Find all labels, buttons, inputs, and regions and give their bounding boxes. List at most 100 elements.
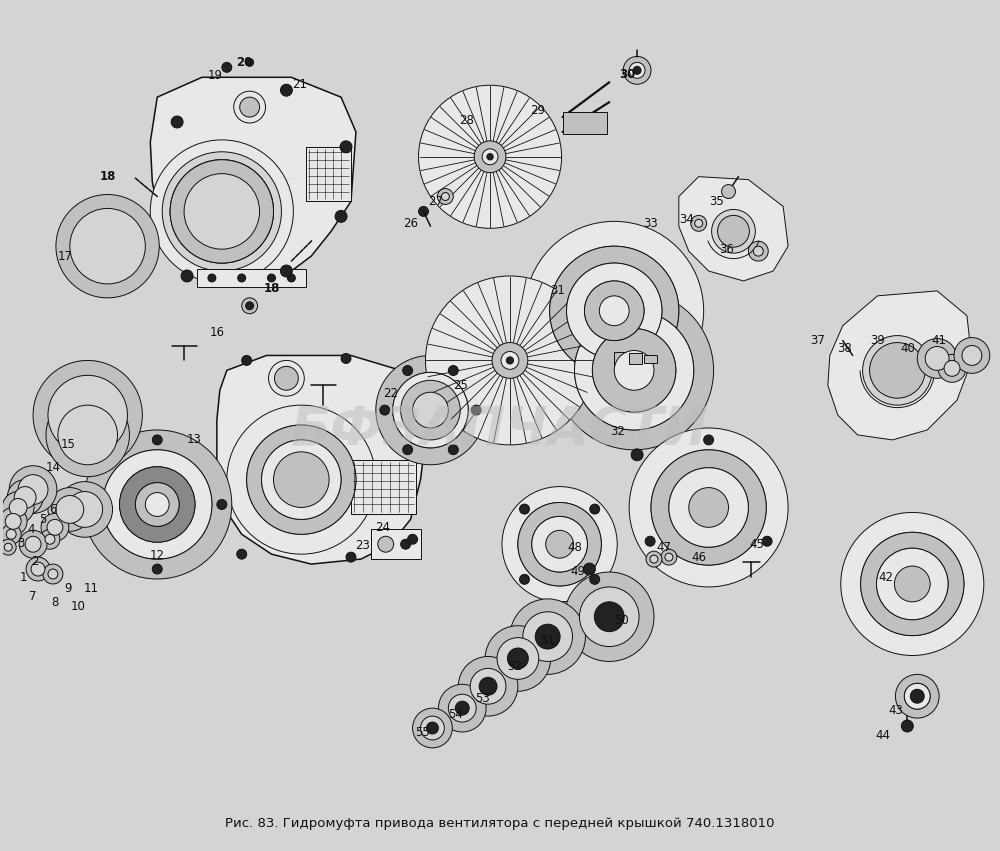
Text: 41: 41 — [932, 334, 947, 347]
Text: 16: 16 — [209, 326, 224, 339]
Circle shape — [501, 351, 519, 369]
Circle shape — [31, 563, 45, 576]
Circle shape — [421, 716, 444, 740]
Text: 45: 45 — [749, 538, 764, 551]
Circle shape — [455, 701, 469, 715]
Circle shape — [633, 66, 641, 74]
Circle shape — [631, 448, 643, 460]
Text: 8: 8 — [51, 597, 59, 609]
Text: 18: 18 — [263, 283, 280, 295]
Circle shape — [507, 648, 528, 669]
Circle shape — [448, 445, 458, 454]
Circle shape — [917, 339, 957, 379]
Text: 47: 47 — [656, 540, 671, 554]
Circle shape — [520, 504, 529, 514]
Text: 18: 18 — [99, 170, 116, 183]
Circle shape — [592, 328, 676, 412]
Text: 44: 44 — [875, 729, 890, 742]
Text: Рис. 83. Гидромуфта привода вентилятора с передней крышкой 740.1318010: Рис. 83. Гидромуфта привода вентилятора … — [225, 817, 775, 830]
Circle shape — [546, 530, 574, 558]
Circle shape — [152, 564, 162, 574]
Circle shape — [651, 450, 766, 565]
Circle shape — [748, 241, 768, 261]
Circle shape — [863, 335, 932, 405]
Circle shape — [9, 465, 57, 513]
Circle shape — [376, 356, 485, 465]
Text: 51: 51 — [540, 634, 555, 647]
Circle shape — [57, 482, 113, 537]
Circle shape — [184, 174, 260, 249]
Circle shape — [335, 210, 347, 222]
Circle shape — [40, 529, 60, 549]
Text: 11: 11 — [83, 582, 98, 596]
Circle shape — [925, 346, 949, 370]
Circle shape — [70, 208, 145, 284]
Circle shape — [403, 445, 413, 454]
Circle shape — [550, 246, 679, 375]
Circle shape — [419, 207, 428, 216]
Text: 10: 10 — [70, 600, 85, 614]
Bar — [599, 351, 612, 368]
Text: 36: 36 — [719, 243, 734, 255]
Bar — [306, 147, 351, 202]
Circle shape — [393, 373, 468, 448]
Text: 42: 42 — [878, 570, 893, 584]
Circle shape — [579, 587, 639, 647]
Circle shape — [646, 551, 662, 567]
Circle shape — [246, 302, 254, 310]
Circle shape — [895, 674, 939, 718]
Circle shape — [5, 513, 21, 529]
Text: 30: 30 — [619, 68, 635, 81]
Circle shape — [523, 612, 573, 661]
Circle shape — [41, 513, 69, 541]
Circle shape — [269, 361, 304, 397]
Text: 19: 19 — [207, 69, 222, 82]
Bar — [351, 460, 416, 514]
Circle shape — [629, 62, 645, 78]
Circle shape — [58, 405, 118, 465]
Circle shape — [18, 475, 48, 505]
Text: 43: 43 — [888, 704, 903, 717]
Circle shape — [7, 480, 43, 516]
Circle shape — [280, 265, 292, 277]
Text: 21: 21 — [292, 77, 307, 91]
Text: 12: 12 — [150, 549, 165, 562]
Circle shape — [590, 574, 600, 585]
Circle shape — [550, 246, 679, 375]
Circle shape — [689, 488, 728, 528]
Text: 20: 20 — [237, 56, 253, 69]
Text: 39: 39 — [870, 334, 885, 347]
Circle shape — [877, 548, 948, 620]
Circle shape — [152, 435, 162, 445]
Circle shape — [162, 151, 281, 271]
Circle shape — [43, 564, 63, 584]
Circle shape — [242, 356, 252, 365]
Circle shape — [691, 215, 707, 231]
Circle shape — [403, 366, 413, 375]
Circle shape — [120, 466, 195, 542]
Circle shape — [482, 149, 498, 165]
Text: 28: 28 — [459, 113, 474, 127]
Bar — [563, 112, 607, 134]
Circle shape — [944, 361, 960, 376]
Circle shape — [150, 140, 293, 283]
Text: 31: 31 — [550, 284, 565, 297]
Circle shape — [567, 263, 662, 358]
Circle shape — [33, 361, 142, 470]
Text: 34: 34 — [679, 213, 694, 226]
Circle shape — [47, 519, 63, 535]
Bar — [614, 352, 627, 366]
Circle shape — [695, 220, 703, 227]
Text: 26: 26 — [403, 217, 418, 230]
Circle shape — [535, 624, 560, 649]
Circle shape — [14, 487, 36, 508]
Text: БФЗАПЧАСТИ: БФЗАПЧАСТИ — [291, 404, 709, 456]
Circle shape — [525, 221, 704, 400]
Circle shape — [346, 552, 356, 563]
Bar — [644, 355, 657, 363]
Text: 33: 33 — [644, 217, 658, 230]
Circle shape — [268, 274, 275, 282]
Circle shape — [45, 534, 55, 545]
Circle shape — [237, 549, 247, 559]
Circle shape — [227, 405, 376, 554]
